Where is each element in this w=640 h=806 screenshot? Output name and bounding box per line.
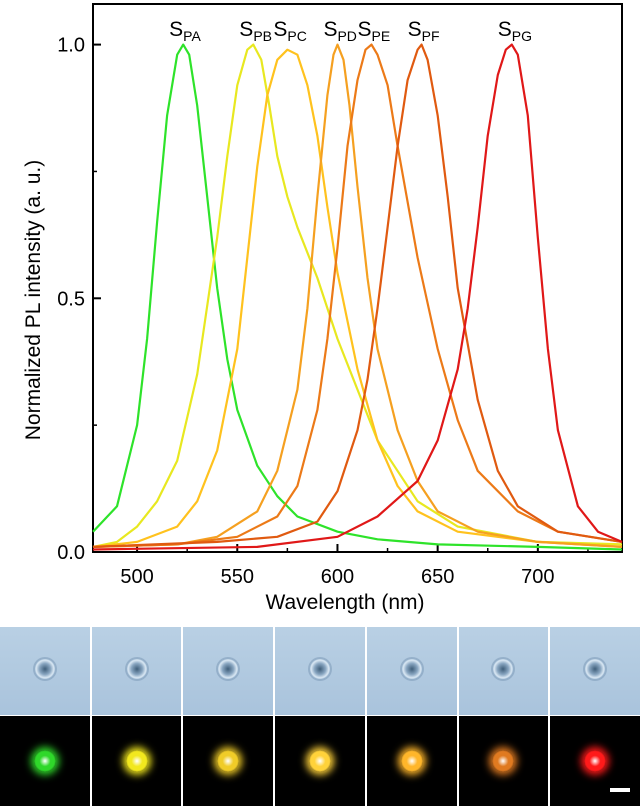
y-tick-label: 0.0 <box>57 542 85 564</box>
x-tick-label: 500 <box>120 566 153 588</box>
fluorescent-particle <box>217 750 240 772</box>
spectrum-pd <box>92 43 623 548</box>
peak-label-pf: SPF <box>408 18 440 44</box>
x-axis-title: Wavelength (nm) <box>265 591 424 614</box>
spectrum-pb <box>92 43 623 548</box>
bright-field-cell-pc <box>183 627 276 715</box>
x-tick-label: 550 <box>221 566 254 588</box>
spectrum-pa <box>92 43 623 551</box>
particle-image <box>493 659 514 679</box>
y-tick-label: 0.5 <box>57 288 85 310</box>
axis-ticks: 500 550 600 650 700 0.0 0.5 1.0 <box>57 35 589 588</box>
peak-label-pg: SPG <box>498 18 532 44</box>
bright-field-cell-pa <box>0 627 92 715</box>
bright-field-cell-pb <box>91 627 184 715</box>
bright-field-cell-pf <box>458 627 551 715</box>
fluorescent-particle <box>400 750 423 772</box>
spectrum-pe <box>92 43 623 548</box>
fluorescent-particle <box>492 750 515 772</box>
microscopy-panels <box>0 627 640 806</box>
fluorescent-particle <box>33 750 56 772</box>
fluorescence-cell-5 <box>366 716 459 806</box>
fluorescence-row <box>0 716 640 806</box>
y-tick-label: 1.0 <box>57 35 85 57</box>
peak-label-pb: SPB <box>239 18 272 44</box>
spectrum-pf <box>92 43 623 548</box>
plot-border <box>92 3 623 553</box>
bright-field-cell-pe <box>366 627 459 715</box>
particle-image <box>585 659 606 679</box>
particle-image <box>310 659 331 679</box>
bright-field-cell-pd <box>275 627 367 715</box>
peak-labels: SPA SPB SPC SPD SPE SPF SPG <box>169 18 532 44</box>
peak-label-pe: SPE <box>358 18 391 44</box>
particle-image <box>126 659 147 679</box>
particle-image <box>401 659 422 679</box>
fluorescent-particle <box>584 750 607 772</box>
x-tick-label: 600 <box>321 566 354 588</box>
fluorescent-particle <box>309 750 332 772</box>
bright-field-row <box>0 627 640 715</box>
fluorescence-cell-6 <box>458 716 551 806</box>
peak-label-pa: SPA <box>169 18 201 44</box>
fluorescence-cell-2 <box>91 716 184 806</box>
y-axis-title: Normalized PL intensity (a. u.) <box>22 160 45 441</box>
scale-bar <box>610 788 631 792</box>
particle-image <box>218 659 239 679</box>
fluorescence-cell-3 <box>183 716 276 806</box>
fluorescence-cell-1 <box>0 716 92 806</box>
fluorescent-particle <box>125 750 148 772</box>
fluorescence-cell-7 <box>550 716 640 806</box>
pl-spectra-chart: 500 550 600 650 700 0.0 0.5 1.0 SPA SPB SPC SPD SPE… <box>22 3 623 614</box>
peak-label-pd: SPD <box>323 18 356 44</box>
x-tick-label: 650 <box>421 566 454 588</box>
fluorescence-cell-4 <box>275 716 367 806</box>
plot-frame <box>92 3 623 553</box>
spectrum-pc <box>92 48 623 548</box>
bright-field-cell-pg <box>550 627 640 715</box>
x-tick-label: 700 <box>521 566 554 588</box>
spectra-curves <box>92 43 623 551</box>
particle-image <box>34 659 55 679</box>
spectrum-pg <box>92 43 623 551</box>
peak-label-pc: SPC <box>273 18 306 44</box>
